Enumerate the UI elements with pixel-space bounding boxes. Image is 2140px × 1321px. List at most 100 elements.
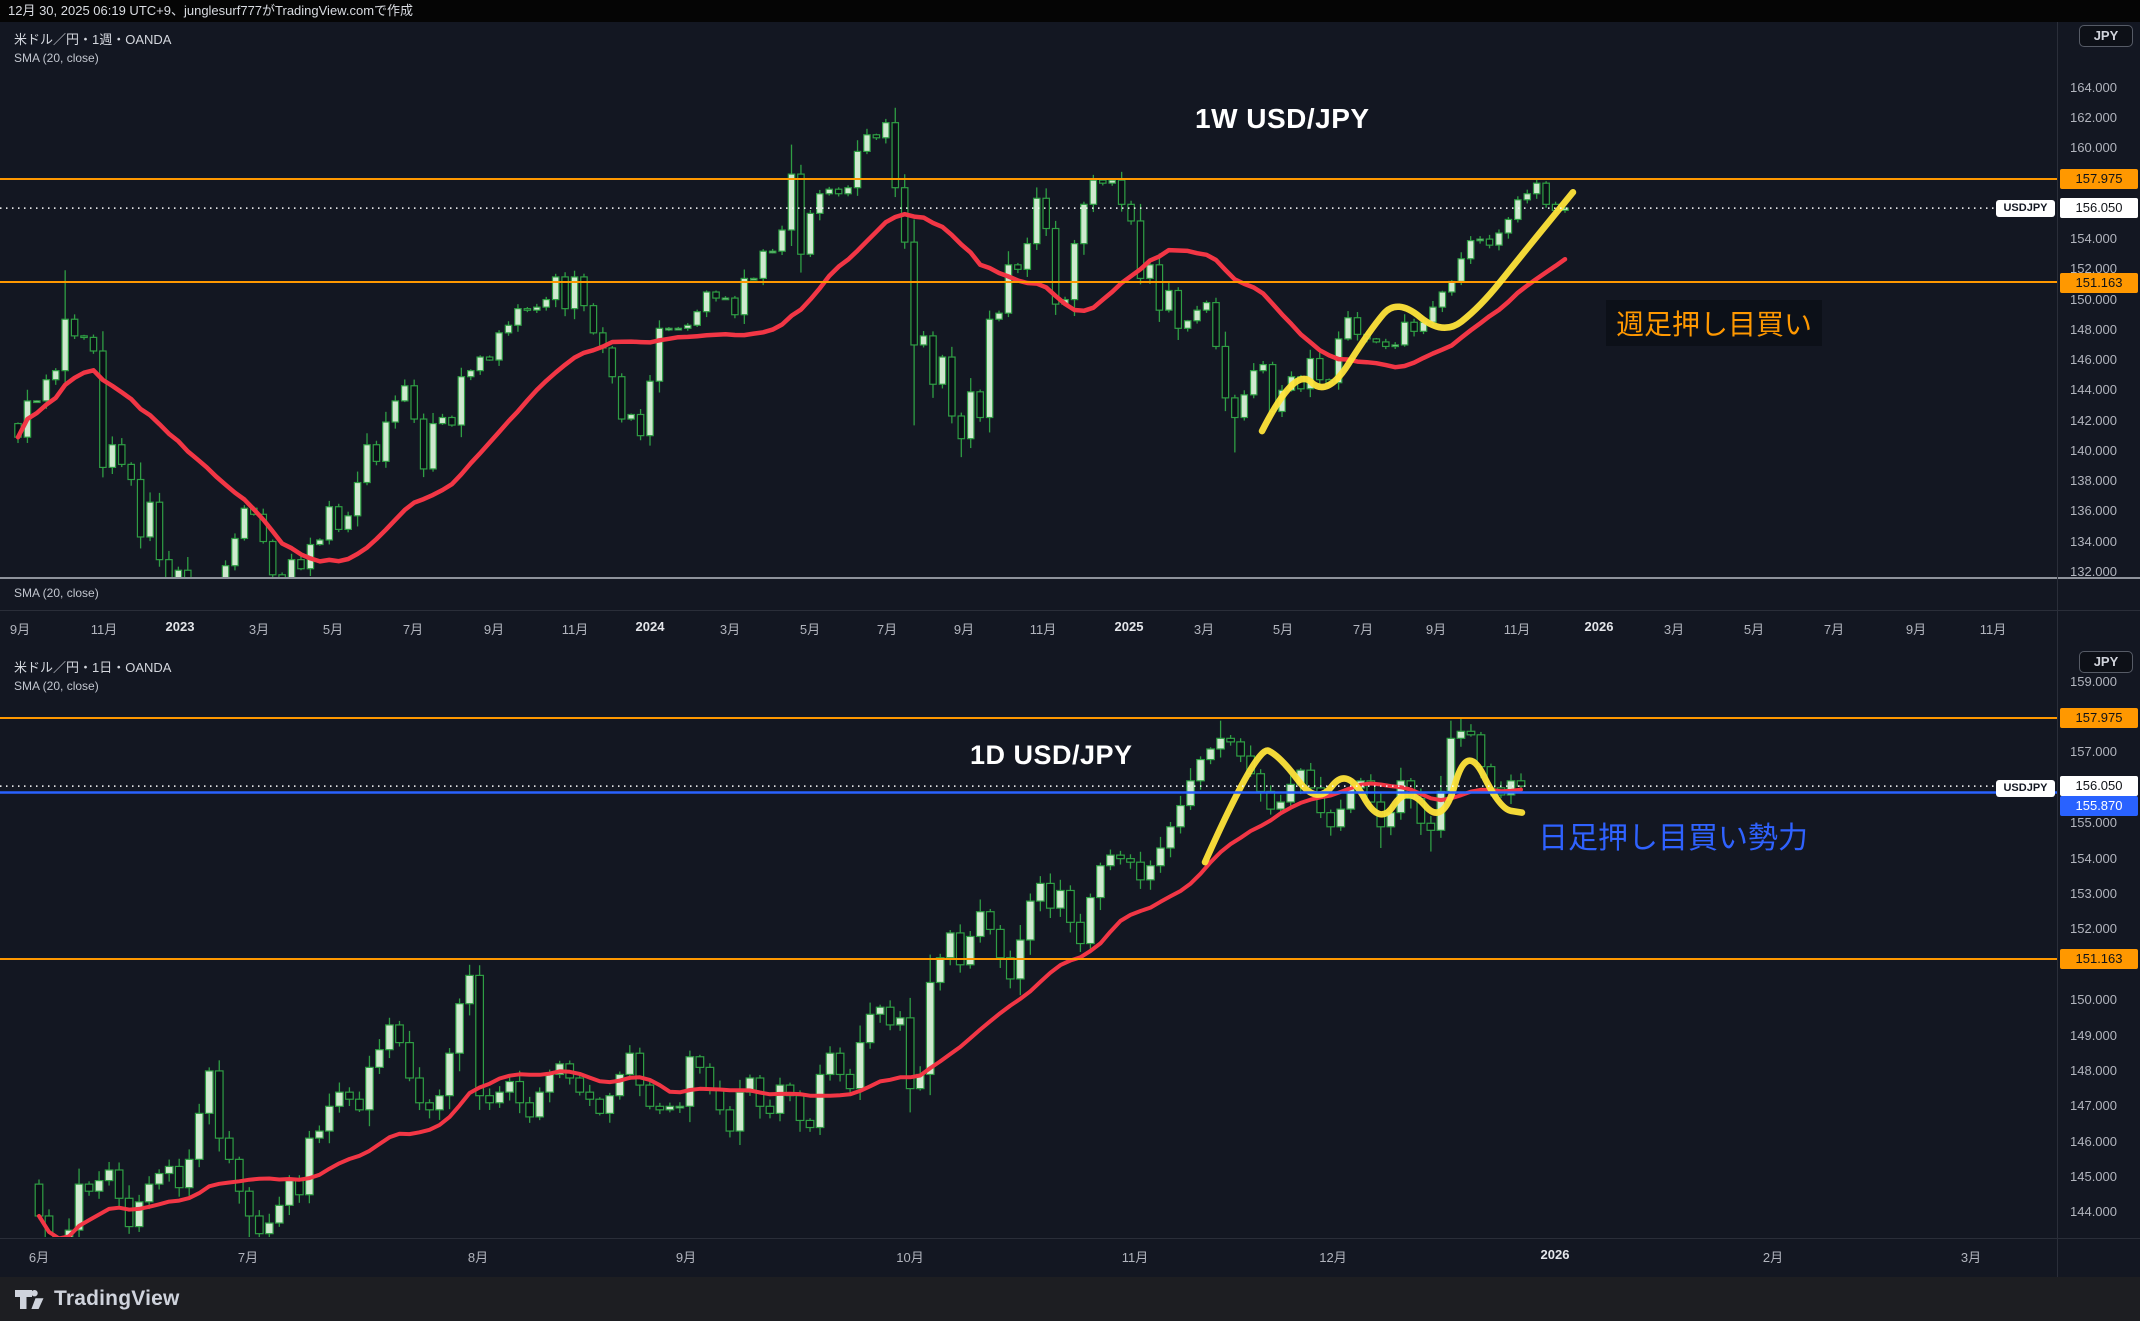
candlestick xyxy=(240,507,249,540)
level-price-chip: 157.975 xyxy=(2060,169,2138,189)
price-tick-label: 148.000 xyxy=(2070,321,2117,337)
candlestick xyxy=(355,1098,364,1111)
price-tick-label: 148.000 xyxy=(2070,1062,2117,1078)
candlestick xyxy=(485,1095,495,1104)
time-tick-label: 3月 xyxy=(1193,622,1215,637)
daily-chart-canvas[interactable] xyxy=(0,645,2140,1238)
daily-currency-button[interactable]: JPY xyxy=(2079,651,2133,673)
weekly-time-axis[interactable]: 9月 11月 2023 3月 5月 7月 9月 11月 2024 3月 5月 7月 9月 11月 2025 3… xyxy=(0,610,2140,645)
candlestick xyxy=(768,250,777,254)
candlestick xyxy=(995,312,1003,320)
time-tick-label: 2026 xyxy=(1540,1247,1570,1262)
candlestick xyxy=(425,1102,434,1111)
candlestick xyxy=(505,1080,515,1093)
price-tick-label: 144.000 xyxy=(2070,1204,2117,1220)
candlestick xyxy=(457,376,466,426)
candlestick xyxy=(683,324,692,329)
candlestick xyxy=(94,1179,104,1192)
weekly-symbol-label[interactable]: 米ドル／円・1週・OANDA xyxy=(14,32,172,47)
daily-pane-header[interactable]: 米ドル／円・1日・OANDA SMA (20, close) xyxy=(14,657,171,693)
daily-symbol-label[interactable]: 米ドル／円・1日・OANDA xyxy=(14,660,172,675)
candlestick xyxy=(533,306,541,311)
candlestick xyxy=(274,1204,284,1224)
sma-20-line[interactable] xyxy=(37,781,1523,1239)
price-tick-label: 162.000 xyxy=(2070,110,2117,126)
candlestick xyxy=(400,385,409,402)
candlestick xyxy=(375,1049,384,1068)
candlestick xyxy=(1212,302,1220,348)
candlestick xyxy=(1055,889,1065,909)
candlestick xyxy=(1065,889,1075,923)
candlestick xyxy=(740,277,749,316)
candlestick xyxy=(294,1179,304,1196)
candlestick xyxy=(645,1084,655,1107)
daily-indicator-label[interactable]: SMA (20, close) xyxy=(14,679,99,693)
candlestick xyxy=(1080,203,1088,245)
weekly-chart-canvas[interactable] xyxy=(0,22,2140,578)
price-tick-label: 147.000 xyxy=(2070,1098,2117,1114)
candlestick xyxy=(646,380,654,437)
candlestick xyxy=(625,1052,635,1076)
candlestick xyxy=(674,327,683,331)
candlestick xyxy=(585,1091,595,1100)
candlestick xyxy=(1256,773,1266,793)
candlestick xyxy=(665,327,673,331)
candlestick xyxy=(1126,858,1135,863)
candlestick xyxy=(525,1102,535,1118)
sma-20-line[interactable] xyxy=(15,211,1568,564)
candlestick xyxy=(1353,317,1362,335)
candlestick xyxy=(1240,394,1249,419)
candlestick xyxy=(1381,341,1390,348)
candlestick xyxy=(61,318,69,372)
time-tick-label: 9月 xyxy=(953,622,975,637)
candlestick xyxy=(1146,865,1155,881)
price-tick-label: 154.000 xyxy=(2070,231,2117,247)
candlestick xyxy=(1014,264,1022,270)
candlestick xyxy=(183,569,192,577)
tradingview-logo-icon[interactable] xyxy=(14,1288,45,1311)
hand-drawn-trend-annotation[interactable] xyxy=(1201,747,1526,866)
candlestick xyxy=(1136,220,1145,280)
candlestick xyxy=(542,298,551,308)
hand-drawn-trend-annotation[interactable] xyxy=(1258,188,1577,435)
time-tick-label: 11月 xyxy=(1503,622,1531,637)
candlestick xyxy=(815,1073,825,1129)
weekly-currency-button[interactable]: JPY xyxy=(2079,25,2133,47)
candlestick xyxy=(895,1017,905,1026)
candlestick xyxy=(1476,238,1484,242)
candlestick xyxy=(705,1066,715,1090)
candlestick xyxy=(749,277,758,281)
daily-time-axis[interactable]: 6月 7月 8月 9月 10月 11月 12月 2026 2月 3月 xyxy=(0,1238,2140,1278)
candlestick xyxy=(1448,280,1456,293)
candlestick xyxy=(1306,769,1316,789)
candlestick xyxy=(1076,921,1085,945)
candlestick xyxy=(693,311,701,326)
weekly-pane-header[interactable]: 米ドル／円・1週・OANDA SMA (20, close) xyxy=(14,29,171,65)
candlestick xyxy=(1005,957,1015,980)
candlestick xyxy=(221,565,230,577)
price-tick-label: 146.000 xyxy=(2070,1133,2117,1149)
candlestick xyxy=(1166,826,1175,849)
pane-separator[interactable] xyxy=(0,577,2140,579)
candlestick xyxy=(154,1172,164,1185)
candlestick xyxy=(124,1197,134,1228)
candlestick xyxy=(608,347,617,378)
candlestick xyxy=(334,506,343,531)
collapsed-indicator-label[interactable]: SMA (20, close) xyxy=(14,586,99,600)
candlestick xyxy=(448,416,456,426)
price-tick-label: 145.000 xyxy=(2070,1169,2117,1185)
weekly-indicator-label[interactable]: SMA (20, close) xyxy=(14,51,99,65)
candlestick xyxy=(797,173,805,255)
time-tick-label: 3月 xyxy=(1960,1250,1982,1265)
candlestick xyxy=(665,1105,675,1111)
price-tick-label: 144.000 xyxy=(2070,382,2117,398)
candlestick xyxy=(475,974,484,1097)
tradingview-brand-text[interactable]: TradingView xyxy=(54,1287,180,1310)
time-tick-label: 9月 xyxy=(1905,622,1927,637)
candlestick xyxy=(1193,309,1201,322)
candlestick xyxy=(344,515,352,531)
candlestick xyxy=(695,1056,705,1068)
candlestick xyxy=(1326,812,1336,828)
candlestick xyxy=(765,1105,775,1114)
price-tick-label: 134.000 xyxy=(2070,533,2117,549)
